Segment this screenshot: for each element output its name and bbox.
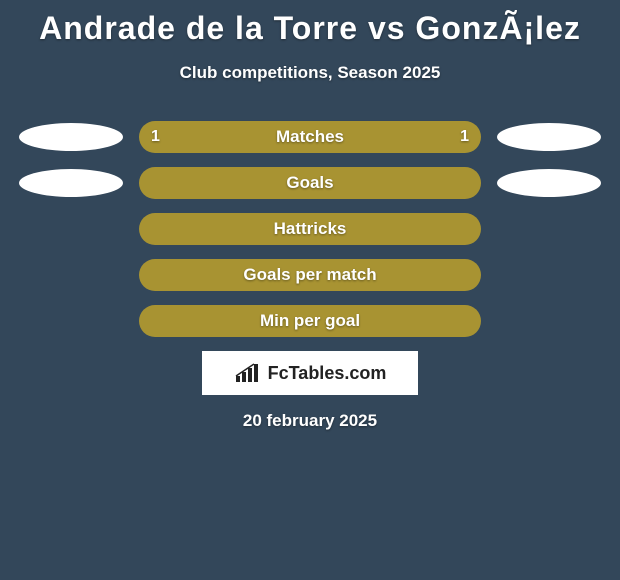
stat-bar: Min per goal (139, 305, 481, 337)
stat-right-value: 1 (460, 128, 469, 146)
stat-row: Hattricks (0, 213, 620, 245)
subtitle: Club competitions, Season 2025 (0, 63, 620, 83)
stat-bar: Hattricks (139, 213, 481, 245)
page-title: Andrade de la Torre vs GonzÃ¡lez (0, 0, 620, 47)
stat-label: Hattricks (274, 219, 347, 239)
stat-row: 1 Matches 1 (0, 121, 620, 153)
stat-row: Goals per match (0, 259, 620, 291)
brand-logo: FcTables.com (202, 351, 418, 395)
player-right-ellipse (497, 123, 601, 151)
player-left-ellipse (19, 169, 123, 197)
player-left-ellipse (19, 123, 123, 151)
stat-label: Goals per match (243, 265, 376, 285)
stat-row: Goals (0, 167, 620, 199)
player-right-ellipse (497, 169, 601, 197)
stat-left-value: 1 (151, 128, 160, 146)
stat-bar: Goals per match (139, 259, 481, 291)
stat-label: Min per goal (260, 311, 360, 331)
stat-label: Goals (286, 173, 333, 193)
stat-bar: 1 Matches 1 (139, 121, 481, 153)
date-label: 20 february 2025 (0, 411, 620, 431)
stat-row: Min per goal (0, 305, 620, 337)
stat-bar: Goals (139, 167, 481, 199)
brand-text: FcTables.com (268, 363, 387, 384)
stats-container: 1 Matches 1 Goals Hattricks Goals per match Mi… (0, 121, 620, 337)
stat-label: Matches (276, 127, 344, 147)
chart-icon (234, 362, 262, 384)
